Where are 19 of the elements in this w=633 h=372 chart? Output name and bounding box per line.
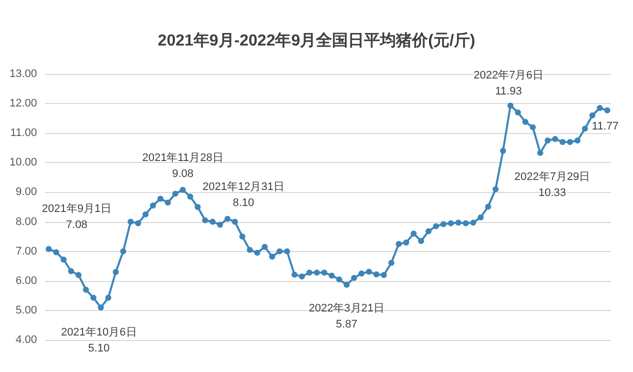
annotation: 2021年12月31日 8.10 (202, 180, 284, 209)
annotation: 2022年7月29日 10.33 (514, 170, 590, 199)
annotation: 11.77 (592, 120, 619, 132)
y-tick-label: 7.00 (16, 245, 37, 258)
y-tick-label: 13.00 (9, 68, 37, 80)
annotation: 2022年3月21日 5.87 (308, 302, 385, 331)
y-tick-label: 10.00 (9, 156, 37, 169)
y-tick-label: 9.00 (16, 186, 37, 198)
annotation: 2022年7月6日 11.93 (474, 70, 544, 98)
annotation: 2021年10月6日 5.10 (60, 326, 137, 354)
y-tick-label: 4.00 (16, 334, 37, 346)
y-tick-label: 6.00 (16, 274, 37, 287)
annotation: 2021年9月1日 7.08 (42, 202, 112, 231)
annotation: 2021年11月28日 9.08 (142, 152, 224, 180)
y-tick-label: 8.00 (16, 216, 37, 228)
y-tick-label: 11.00 (10, 127, 37, 140)
y-tick-label: 5.00 (16, 304, 37, 316)
y-tick-label: 12.00 (9, 98, 37, 110)
chart-title: 2021年9月-2022年9月全国日平均猪价(元/斤) (158, 32, 476, 50)
